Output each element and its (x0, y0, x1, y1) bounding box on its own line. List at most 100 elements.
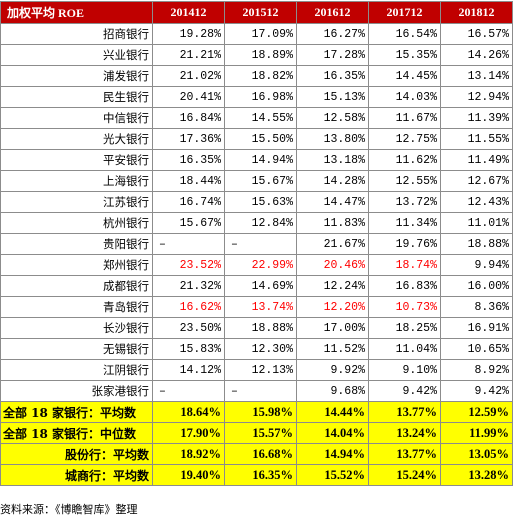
roe-value-cell: 12.94% (440, 86, 513, 108)
source-note: 资料来源：《博瞻智库》整理 (0, 503, 138, 516)
summary-value-cell: 13.28% (440, 464, 513, 486)
roe-value-cell: 9.10% (368, 359, 441, 381)
roe-value-cell: 16.74% (152, 191, 225, 213)
roe-value-cell: 17.00% (296, 317, 369, 339)
table-row: 贵阳银行 – –21.67% 19.76% 18.88% (0, 233, 513, 255)
roe-value-cell: 18.88% (224, 317, 297, 339)
roe-value-cell: 12.84% (224, 212, 297, 234)
table-row: 招商银行 19.28% 17.09% 16.27% 16.54% 16.57% (0, 23, 513, 45)
header-cell: 加权平均 ROE (0, 1, 153, 24)
summary-row: 城商行：平均数 19.40% 16.35% 15.52% 15.24% 13.28% (0, 464, 513, 486)
roe-value-cell: 16.27% (296, 23, 369, 45)
roe-value-cell: 16.84% (152, 107, 225, 129)
roe-value-cell: 13.72% (368, 191, 441, 213)
summary-value-cell: 15.24% (368, 464, 441, 486)
roe-value-cell: 11.67% (368, 107, 441, 129)
roe-value-cell: 21.67% (296, 233, 369, 255)
table-row: 民生银行 20.41% 16.98% 15.13% 14.03% 12.94% (0, 86, 513, 108)
roe-value-cell: 14.03% (368, 86, 441, 108)
bank-name-cell: 张家港银行 (0, 380, 153, 402)
table-row: 杭州银行 15.67% 12.84% 11.83% 11.34% 11.01% (0, 212, 513, 234)
roe-value-cell: 9.92% (296, 359, 369, 381)
roe-value-cell: 11.52% (296, 338, 369, 360)
header-cell: 201412 (152, 1, 225, 24)
roe-value-cell: 15.35% (368, 44, 441, 66)
bank-name-cell: 江苏银行 (0, 191, 153, 213)
roe-value-cell: 12.24% (296, 275, 369, 297)
roe-value-cell: 11.83% (296, 212, 369, 234)
roe-value-cell: 11.01% (440, 212, 513, 234)
table-row: 无锡银行 15.83% 12.30% 11.52% 11.04% 10.65% (0, 338, 513, 360)
roe-value-cell: 15.50% (224, 128, 297, 150)
roe-value-cell: 16.62% (152, 296, 225, 318)
header-cell: 201512 (224, 1, 297, 24)
summary-value-cell: 13.05% (440, 443, 513, 465)
summary-value-cell: 19.40% (152, 464, 225, 486)
summary-row: 股份行：平均数 18.92% 16.68% 14.94% 13.77% 13.05% (0, 443, 513, 465)
table-header: 加权平均 ROE 201412 201512 201612 201712 201… (0, 1, 513, 24)
table-row: 上海银行 18.44% 15.67% 14.28% 12.55% 12.67% (0, 170, 513, 192)
table-row: 江阴银行 14.12% 12.13% 9.92% 9.10% 8.92% (0, 359, 513, 381)
roe-value-cell: 9.42% (440, 380, 513, 402)
summary-value-cell: 16.68% (224, 443, 297, 465)
roe-value-cell: 14.69% (224, 275, 297, 297)
summary-label-cell: 城商行：平均数 (0, 464, 153, 486)
roe-value-cell: 13.74% (224, 296, 297, 318)
summary-row: 全部 18 家银行：中位数 17.90% 15.57% 14.04% 13.24% 11.… (0, 422, 513, 444)
summary-label-cell: 全部 18 家银行：平均数 (0, 401, 153, 423)
header-cell: 201812 (440, 1, 513, 24)
roe-value-cell: 9.94% (440, 254, 513, 276)
roe-value-cell: 19.28% (152, 23, 225, 45)
summary-value-cell: 13.24% (368, 422, 441, 444)
roe-value-cell: 9.68% (296, 380, 369, 402)
roe-value-cell: 14.55% (224, 107, 297, 129)
roe-value-cell: 9.42% (368, 380, 441, 402)
header-cell: 201712 (368, 1, 441, 24)
roe-value-cell: 14.94% (224, 149, 297, 171)
table-row: 成都银行 21.32% 14.69% 12.24% 16.83% 16.00% (0, 275, 513, 297)
roe-value-cell: 15.67% (224, 170, 297, 192)
summary-value-cell: 12.59% (440, 401, 513, 423)
summary-row: 全部 18 家银行：平均数 18.64% 15.98% 14.44% 13.77% 12.… (0, 401, 513, 423)
roe-value-cell: 21.32% (152, 275, 225, 297)
table-row: 光大银行 17.36% 15.50% 13.80% 12.75% 11.55% (0, 128, 513, 150)
roe-value-cell: 14.28% (296, 170, 369, 192)
bank-name-cell: 长沙银行 (0, 317, 153, 339)
bank-name-cell: 成都银行 (0, 275, 153, 297)
table-row: 江苏银行 16.74% 15.63% 14.47% 13.72% 12.43% (0, 191, 513, 213)
roe-value-cell: 13.18% (296, 149, 369, 171)
roe-value-cell: 13.80% (296, 128, 369, 150)
roe-value-cell: 18.74% (368, 254, 441, 276)
roe-value-cell: 18.25% (368, 317, 441, 339)
roe-value-cell: 12.55% (368, 170, 441, 192)
roe-value-cell: 8.36% (440, 296, 513, 318)
bank-name-cell: 兴业银行 (0, 44, 153, 66)
roe-value-cell: 13.14% (440, 65, 513, 87)
bank-name-cell: 平安银行 (0, 149, 153, 171)
roe-value-cell: 14.12% (152, 359, 225, 381)
roe-value-cell: 17.09% (224, 23, 297, 45)
roe-value-cell: 15.63% (224, 191, 297, 213)
bank-name-cell: 浦发银行 (0, 65, 153, 87)
summary-value-cell: 17.90% (152, 422, 225, 444)
roe-value-cell: – (224, 233, 297, 255)
table-row: 长沙银行 23.50% 18.88% 17.00% 18.25% 16.91% (0, 317, 513, 339)
roe-value-cell: 10.65% (440, 338, 513, 360)
summary-value-cell: 18.64% (152, 401, 225, 423)
roe-value-cell: 16.54% (368, 23, 441, 45)
roe-value-cell: 16.98% (224, 86, 297, 108)
roe-value-cell: 15.67% (152, 212, 225, 234)
summary-label-cell: 股份行：平均数 (0, 443, 153, 465)
roe-value-cell: 19.76% (368, 233, 441, 255)
table-row: 平安银行 16.35% 14.94% 13.18% 11.62% 11.49% (0, 149, 513, 171)
roe-value-cell: 22.99% (224, 254, 297, 276)
bank-name-cell: 民生银行 (0, 86, 153, 108)
bank-name-cell: 青岛银行 (0, 296, 153, 318)
bank-name-cell: 贵阳银行 (0, 233, 153, 255)
bank-name-cell: 无锡银行 (0, 338, 153, 360)
summary-label-cell: 全部 18 家银行：中位数 (0, 422, 153, 444)
bank-name-cell: 杭州银行 (0, 212, 153, 234)
roe-value-cell: 23.50% (152, 317, 225, 339)
roe-value-cell: 11.62% (368, 149, 441, 171)
roe-value-cell: 18.88% (440, 233, 513, 255)
